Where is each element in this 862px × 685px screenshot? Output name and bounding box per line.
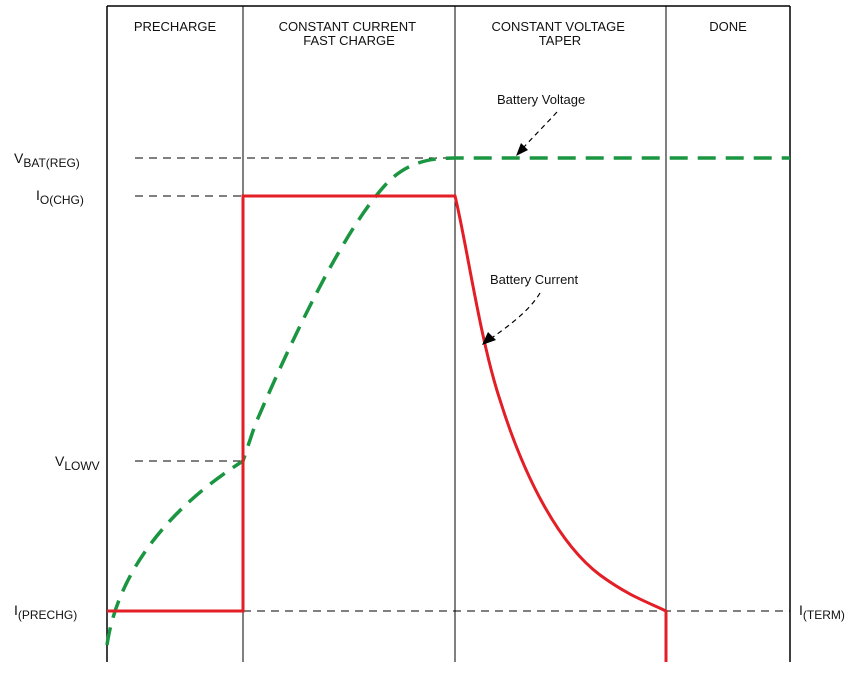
label-iprechg-sub: (PRECHG) [18,608,77,622]
phase-title-done: DONE [709,19,747,34]
phase-title-constant-current-line2: FAST CHARGE [303,33,395,48]
phase-title-constant-voltage-line1: CONSTANT VOLTAGE [491,19,625,34]
label-iterm: I(TERM) [799,602,845,622]
phase-title-done-line1: DONE [709,19,747,34]
label-vlowv-main: V [55,453,65,469]
label-io-chg-main: I [36,187,40,203]
label-iterm-sub: (TERM) [803,608,845,622]
phase-title-constant-current: CONSTANT CURRENT FAST CHARGE [279,19,420,48]
label-iterm-main: I [799,602,803,618]
battery-voltage-curve [105,156,790,646]
label-iprechg-main: I [14,602,18,618]
annotation-battery-voltage-leader [522,111,558,149]
label-vlowv: VLOWV [55,453,100,473]
arrowhead-battery-current-icon [482,332,496,345]
label-vbat-reg: VBAT(REG) [14,150,80,170]
label-iprechg: I(PRECHG) [14,602,77,622]
label-io-chg-sub: O(CHG) [40,193,84,207]
battery-current-curve [107,194,668,662]
phase-title-precharge-line1: PRECHARGE [134,19,217,34]
arrowhead-battery-voltage-icon [516,143,528,156]
annotation-battery-voltage: Battery Voltage [497,92,585,107]
label-io-chg: IO(CHG) [36,187,84,207]
label-vlowv-sub: LOWV [64,459,99,473]
phase-title-constant-current-line1: CONSTANT CURRENT [279,19,417,34]
annotation-battery-current: Battery Current [490,272,579,287]
label-vbat-reg-main: V [14,150,24,166]
annotation-battery-current-leader [492,292,541,338]
phase-title-precharge: PRECHARGE [134,19,217,34]
phase-title-constant-voltage: CONSTANT VOLTAGE TAPER [491,19,628,48]
label-vbat-reg-sub: BAT(REG) [23,156,79,170]
phase-title-constant-voltage-line2: TAPER [539,33,581,48]
